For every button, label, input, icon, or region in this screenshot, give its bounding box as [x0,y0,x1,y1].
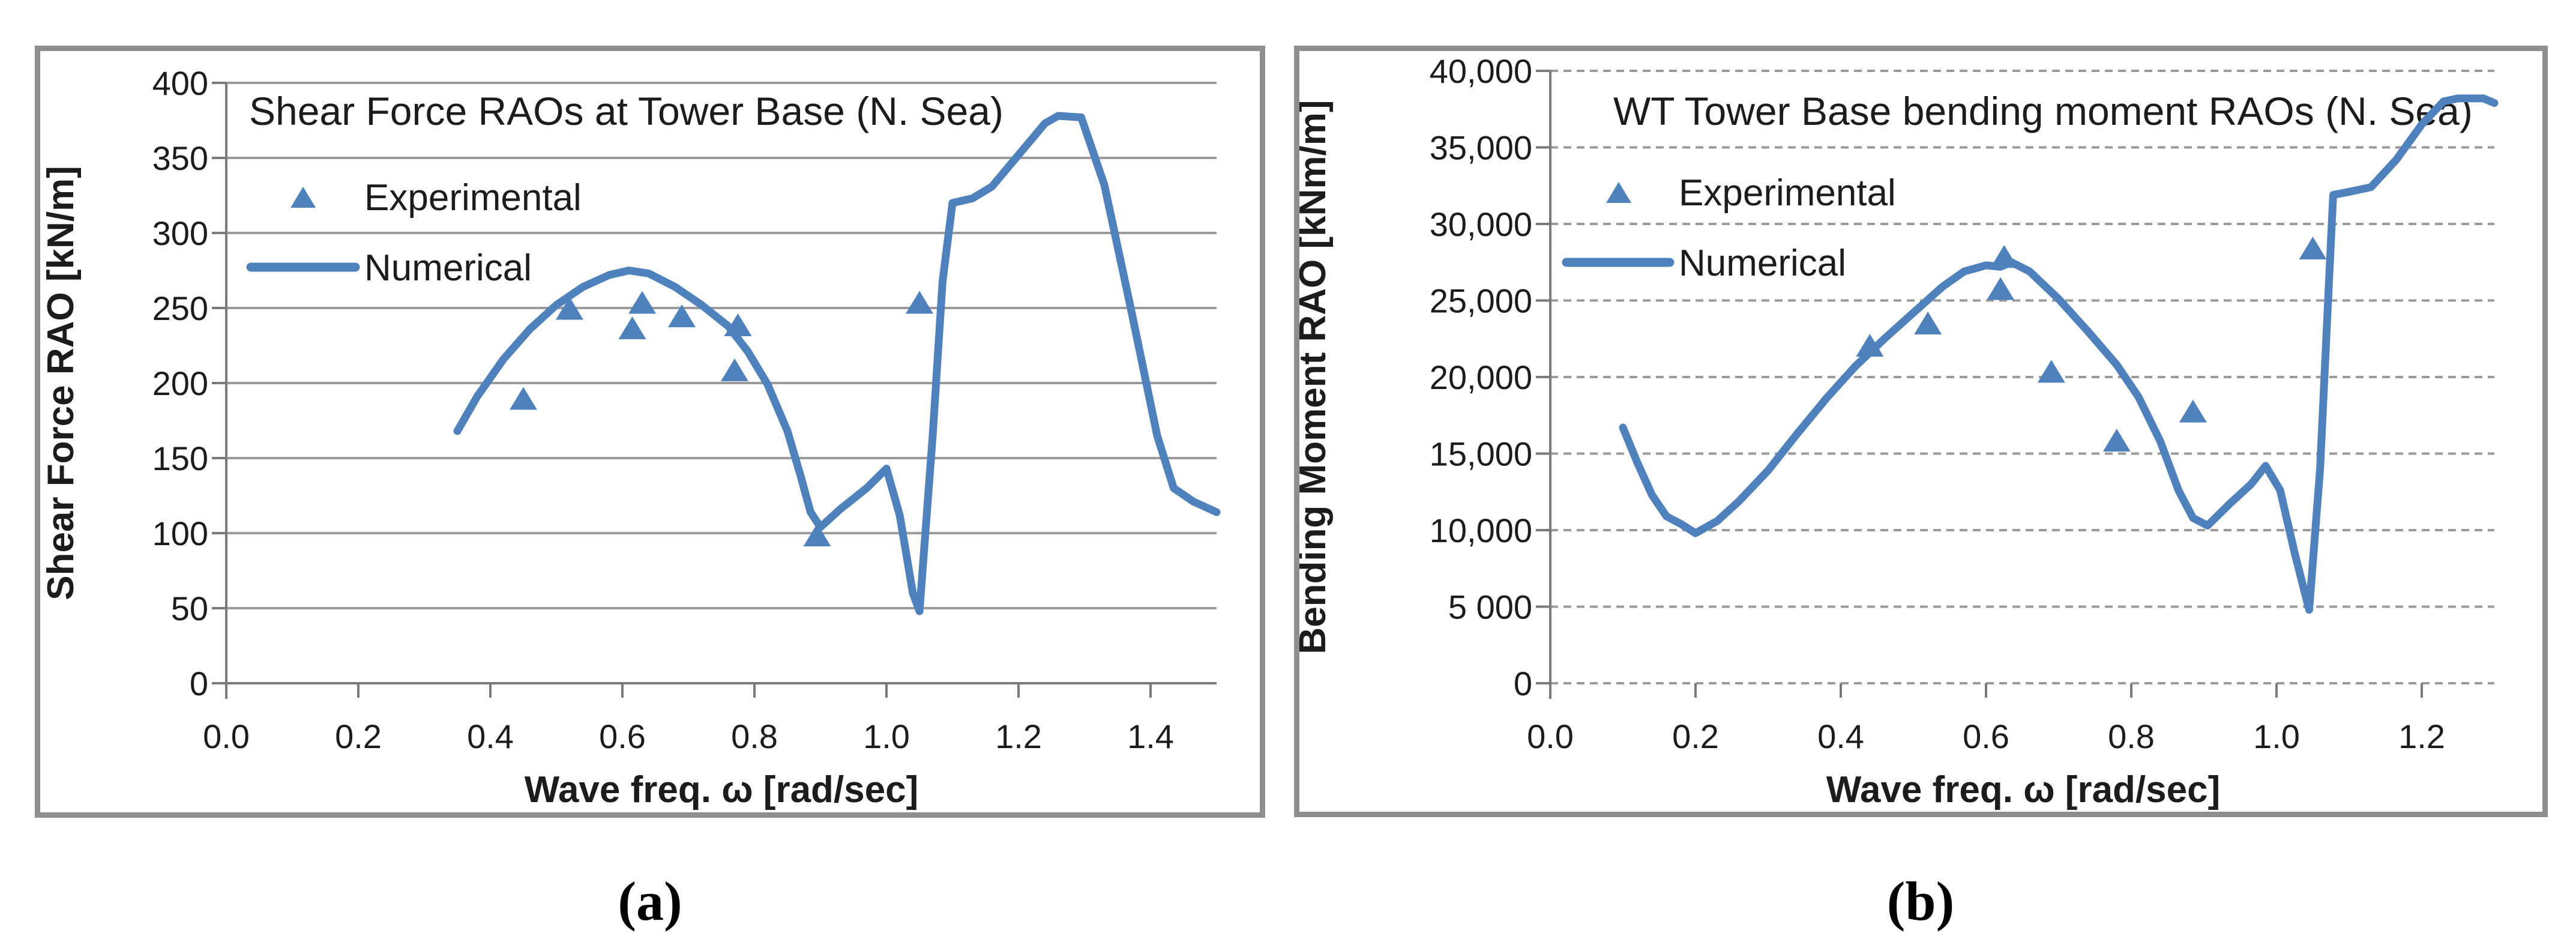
experimental-point [2179,399,2207,423]
legend-experimental-marker-icon [290,187,316,208]
x-tick-labels: 0.0 0.2 0.4 0.6 0.8 1.0 1.2 1.4 [203,717,1174,755]
legend-experimental-marker-icon [1606,182,1631,203]
experimental-point [721,358,748,381]
svg-text:0.2: 0.2 [335,717,382,755]
svg-text:40,000: 40,000 [1430,52,1532,90]
y-tick-labels: 0 50 100 150 200 250 300 350 400 [152,64,208,702]
experimental-series-points [510,291,933,546]
chart-b-y-axis-title: Bending Moment RAO [kNm/m] [1299,100,1334,654]
svg-text:100: 100 [152,515,208,552]
axis-ticks [212,82,1152,698]
chart-a-x-axis-title: Wave freq. ω [rad/sec] [525,769,919,811]
experimental-point [618,316,646,339]
svg-text:0.8: 0.8 [731,717,778,755]
svg-text:0.0: 0.0 [1527,717,1574,755]
chart-b-title: WT Tower Base bending moment RAOs (N. Se… [1613,89,2473,133]
chart-a-y-axis-title: Shear Force RAO [kN/m] [40,166,82,600]
numerical-series-line [453,112,1221,615]
y-tick-labels: 0 5 000 10,000 15,000 20,000 25,000 30,000 35,0… [1430,52,1532,702]
svg-text:15,000: 15,000 [1430,435,1532,473]
chart-panel-a: 0 50 100 150 200 250 300 350 400 0.0 0.2 0.4 0.6 0.8 1… [35,46,1265,818]
experimental-point [510,387,537,410]
experimental-point [556,297,583,320]
legend-experimental-label: Experimental [364,177,582,219]
svg-text:150: 150 [152,439,208,477]
svg-text:1.0: 1.0 [2253,717,2300,755]
svg-text:1.2: 1.2 [995,717,1042,755]
svg-text:0.6: 0.6 [1963,717,2009,755]
subfigure-caption-a: (a) [618,871,682,932]
experimental-point [1914,312,1942,335]
svg-text:0.2: 0.2 [1672,717,1719,755]
svg-text:1.0: 1.0 [863,717,910,755]
chart-b-canvas: 0 5 000 10,000 15,000 20,000 25,000 30,000 35,0… [1299,52,2499,811]
legend-numerical-label: Numerical [364,247,532,289]
legend-numerical-label: Numerical [1679,243,1846,284]
svg-text:5 000: 5 000 [1448,588,1532,626]
svg-text:250: 250 [152,289,208,327]
subfigure-caption-b: (b) [1886,871,1955,932]
experimental-series-points [1856,237,2327,452]
svg-text:30,000: 30,000 [1430,205,1532,243]
legend: Experimental Numerical [246,177,582,289]
gridlines [226,82,1217,609]
experimental-point [906,291,933,314]
gridlines [1550,70,2494,608]
svg-text:20,000: 20,000 [1430,358,1532,396]
legend-experimental-label: Experimental [1679,172,1896,214]
svg-text:1.4: 1.4 [1127,717,1174,755]
svg-text:0.6: 0.6 [599,717,646,755]
chart-b-x-axis-title: Wave freq. ω [rad/sec] [1826,769,2221,811]
experimental-point [803,524,831,546]
experimental-point [2102,429,2131,452]
experimental-point [668,304,696,327]
chart-a-title: Shear Force RAOs at Tower Base (N. Sea) [249,89,1004,133]
experimental-point [1990,245,2018,268]
svg-text:0: 0 [1514,665,1532,702]
axis-ticks [1536,70,2423,698]
experimental-point [724,313,752,336]
svg-text:1.2: 1.2 [2398,717,2445,755]
experimental-point [2299,237,2327,260]
x-tick-labels: 0.0 0.2 0.4 0.6 0.8 1.0 1.2 [1527,717,2445,755]
chart-a-canvas: 0 50 100 150 200 250 300 350 400 0.0 0.2 0.4 0.6 0.8 1… [40,64,1221,811]
svg-text:50: 50 [171,590,208,627]
svg-text:0.0: 0.0 [203,717,250,755]
experimental-point [1856,334,1884,357]
svg-text:0.4: 0.4 [1817,717,1864,755]
experimental-point [2037,360,2065,383]
svg-text:0: 0 [190,665,208,702]
svg-text:0.4: 0.4 [467,717,514,755]
experimental-point [1987,277,2015,300]
legend: Experimental Numerical [1562,172,1896,284]
experimental-point [628,291,656,314]
chart-panel-b: 0 5 000 10,000 15,000 20,000 25,000 30,000 35,0… [1294,46,2548,817]
svg-text:300: 300 [152,214,208,252]
svg-text:400: 400 [152,64,208,102]
numerical-series-line [1619,94,2499,614]
svg-text:200: 200 [152,364,208,402]
svg-text:25,000: 25,000 [1430,282,1532,320]
svg-text:350: 350 [152,139,208,177]
svg-text:10,000: 10,000 [1430,512,1532,549]
svg-text:0.8: 0.8 [2108,717,2155,755]
svg-text:35,000: 35,000 [1430,129,1532,167]
